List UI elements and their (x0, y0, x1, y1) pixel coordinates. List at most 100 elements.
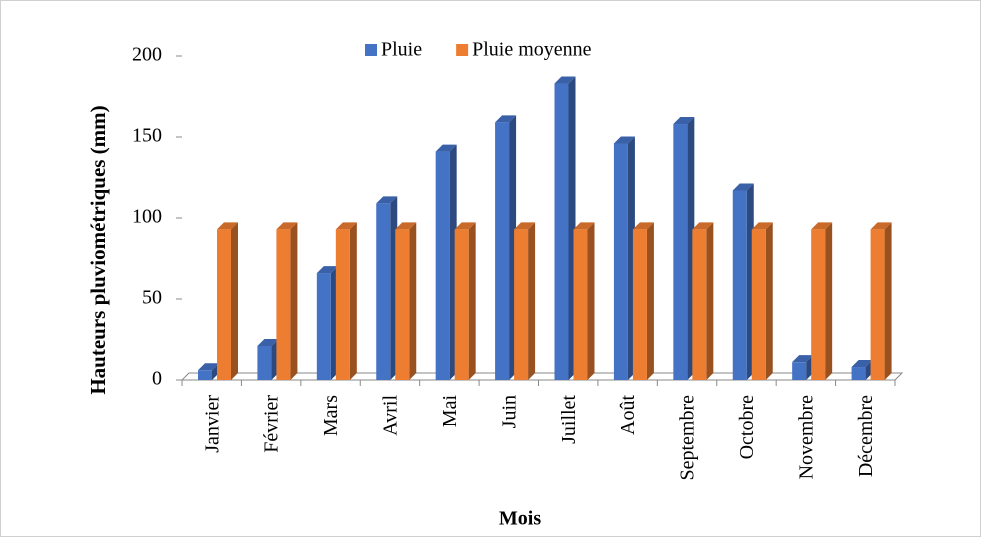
bar-front (811, 229, 826, 380)
bar-top (257, 338, 279, 346)
bar (613, 136, 635, 380)
legend-label: Pluie moyenne (472, 39, 592, 61)
bar-front (276, 229, 291, 380)
bar-top (454, 222, 476, 230)
bar-top (316, 266, 338, 274)
bar-front (454, 229, 469, 380)
x-tick-label: Juillet (558, 395, 580, 444)
bar-front (198, 370, 212, 380)
bar-front (376, 203, 391, 380)
bar-top (851, 360, 873, 368)
bar (554, 76, 576, 380)
bar (276, 222, 298, 380)
bar-side (409, 222, 417, 380)
bar-front (257, 345, 272, 380)
bar-top (870, 222, 892, 230)
y-tick-label: 50 (142, 287, 162, 309)
bar-side (528, 222, 536, 380)
bar-front (613, 143, 628, 380)
bar-top (692, 222, 714, 230)
bar-top (435, 144, 457, 152)
bar (435, 144, 457, 380)
bar-top (495, 115, 517, 123)
bar (692, 222, 714, 380)
bar-top (217, 222, 238, 230)
bar-front (632, 229, 647, 380)
bar-top (751, 222, 773, 230)
bar-top (276, 222, 298, 230)
bar-front (732, 190, 747, 380)
bar (751, 222, 773, 380)
bar-front (435, 151, 450, 380)
bar-front (316, 273, 331, 380)
x-tick-label: Mai (439, 395, 461, 428)
y-tick-label: 200 (132, 44, 162, 66)
bar (454, 222, 476, 380)
bar-front (554, 83, 569, 380)
bar-top (395, 222, 417, 230)
bar-front (851, 367, 866, 380)
x-tick-label: Février (261, 395, 283, 453)
bar-front (335, 229, 350, 380)
bar (395, 222, 417, 380)
bar-side (468, 222, 476, 380)
x-tick-label: Août (617, 395, 639, 435)
x-tick-label: Septembre (677, 395, 699, 481)
x-tick-label: Octobre (736, 395, 758, 460)
bar-top (554, 76, 576, 84)
bar (316, 266, 338, 380)
bar-front (514, 229, 529, 380)
x-tick-label: Décembre (855, 395, 877, 477)
bar-top (573, 222, 595, 230)
bar-front (395, 229, 410, 380)
bar-side (646, 222, 654, 380)
bar-top (792, 355, 814, 363)
y-tick-label: 100 (132, 206, 162, 228)
bar-top (673, 117, 695, 125)
bar (632, 222, 654, 380)
bar-front (573, 229, 588, 380)
bar-top (335, 222, 357, 230)
bar-side (765, 222, 773, 380)
bar (257, 338, 279, 380)
bar-front (673, 124, 688, 380)
bar-side (884, 222, 892, 380)
y-axis-title: Hauteurs pluviométriques (mm) (86, 105, 110, 394)
bar-top (514, 222, 536, 230)
bar-top (732, 183, 754, 191)
legend-swatch (365, 44, 377, 56)
legend-swatch (456, 44, 469, 56)
x-tick-label: Janvier (201, 395, 223, 453)
bar-side (825, 222, 833, 380)
x-axis-title: Mois (499, 508, 541, 530)
bar (811, 222, 833, 380)
bar-front (792, 362, 807, 380)
bar-side (290, 222, 298, 380)
bar (217, 222, 238, 380)
bar-side (349, 222, 357, 380)
bar-side (706, 222, 714, 380)
bar-top (198, 363, 219, 371)
x-tick-label: Novembre (795, 395, 817, 480)
bar (335, 222, 357, 380)
bar (673, 117, 695, 380)
bar-front (751, 229, 766, 380)
x-tick-label: Avril (380, 395, 402, 436)
y-tick-label: 150 (132, 125, 162, 147)
bar (870, 222, 892, 380)
bar-front (495, 122, 510, 381)
y-tick-label: 0 (152, 368, 162, 390)
bar (376, 196, 398, 380)
bar-top (613, 136, 635, 144)
bar-front (870, 229, 885, 380)
bar-side (231, 222, 238, 380)
bar-top (632, 222, 654, 230)
bar (514, 222, 536, 380)
x-tick-label: Mars (320, 395, 342, 436)
bar-top (376, 196, 398, 204)
bar (495, 115, 517, 381)
bar-front (217, 229, 231, 380)
bar (573, 222, 595, 380)
